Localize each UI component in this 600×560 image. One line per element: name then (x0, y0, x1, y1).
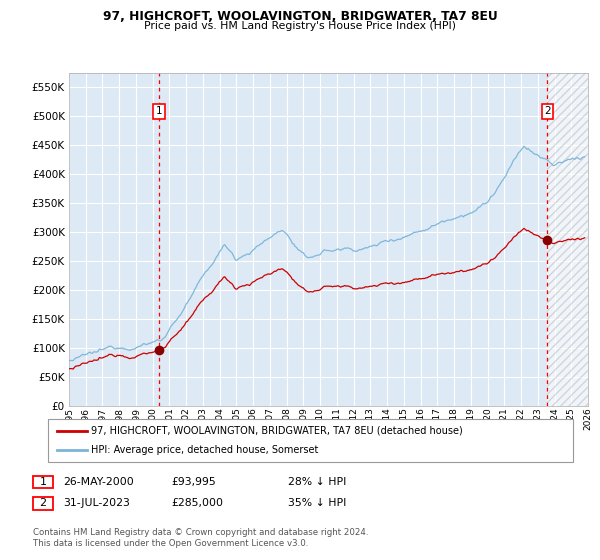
Text: 26-MAY-2000: 26-MAY-2000 (63, 477, 134, 487)
Text: 31-JUL-2023: 31-JUL-2023 (63, 498, 130, 508)
Text: Price paid vs. HM Land Registry's House Price Index (HPI): Price paid vs. HM Land Registry's House … (144, 21, 456, 31)
Text: 35% ↓ HPI: 35% ↓ HPI (288, 498, 346, 508)
Text: 2: 2 (40, 498, 46, 508)
Text: £93,995: £93,995 (171, 477, 216, 487)
Text: 1: 1 (40, 477, 46, 487)
Text: 28% ↓ HPI: 28% ↓ HPI (288, 477, 346, 487)
Text: 2: 2 (544, 106, 551, 116)
Text: 97, HIGHCROFT, WOOLAVINGTON, BRIDGWATER, TA7 8EU (detached house): 97, HIGHCROFT, WOOLAVINGTON, BRIDGWATER,… (91, 426, 463, 436)
Text: 97, HIGHCROFT, WOOLAVINGTON, BRIDGWATER, TA7 8EU: 97, HIGHCROFT, WOOLAVINGTON, BRIDGWATER,… (103, 10, 497, 23)
Text: HPI: Average price, detached house, Somerset: HPI: Average price, detached house, Some… (91, 445, 319, 455)
Text: Contains HM Land Registry data © Crown copyright and database right 2024.
This d: Contains HM Land Registry data © Crown c… (33, 528, 368, 548)
Text: 1: 1 (156, 106, 163, 116)
Text: £285,000: £285,000 (171, 498, 223, 508)
